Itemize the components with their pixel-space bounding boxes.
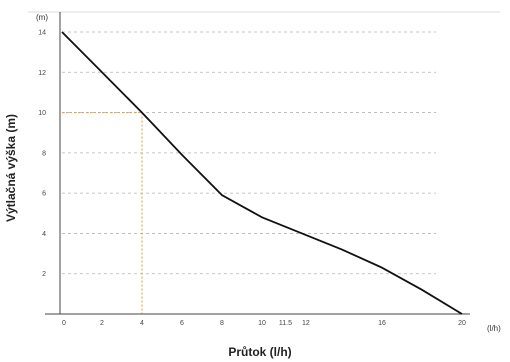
y-unit-label: (m) bbox=[36, 13, 48, 22]
grid-lines bbox=[62, 31, 436, 275]
x-tick-label: 10 bbox=[258, 320, 266, 327]
x-tick-label: 0 bbox=[62, 320, 66, 327]
x-tick-label: 16 bbox=[378, 320, 386, 327]
x-tick-label: 4 bbox=[140, 320, 144, 327]
x-tick-label: 2 bbox=[100, 320, 104, 327]
y-tick-label: 2 bbox=[42, 271, 46, 278]
x-tick-label: 6 bbox=[180, 320, 184, 327]
x-tick-labels: 0 2 4 6 8 10 11.5 12 16 20 bbox=[62, 320, 466, 327]
reference-lines bbox=[62, 112, 143, 314]
series-line bbox=[61, 31, 463, 315]
x-tick-label: 11.5 bbox=[279, 320, 292, 327]
x-tick-label: 12 bbox=[302, 320, 310, 327]
y-tick-label: 8 bbox=[42, 150, 46, 157]
y-tick-label: 6 bbox=[42, 191, 46, 198]
x-tick-label: 8 bbox=[220, 320, 224, 327]
y-tick-label: 14 bbox=[38, 30, 46, 37]
x-unit-label: (l/h) bbox=[487, 324, 501, 333]
y-axis-title: Výtlačná výška (m) bbox=[4, 114, 18, 222]
x-axis-title: Průtok (l/h) bbox=[228, 345, 291, 359]
y-tick-label: 12 bbox=[38, 70, 46, 77]
y-tick-label: 4 bbox=[42, 231, 46, 238]
x-tick-label: 20 bbox=[458, 320, 466, 327]
y-tick-label: 10 bbox=[38, 110, 46, 117]
y-tick-labels: 2 4 6 8 10 12 14 bbox=[38, 30, 46, 279]
